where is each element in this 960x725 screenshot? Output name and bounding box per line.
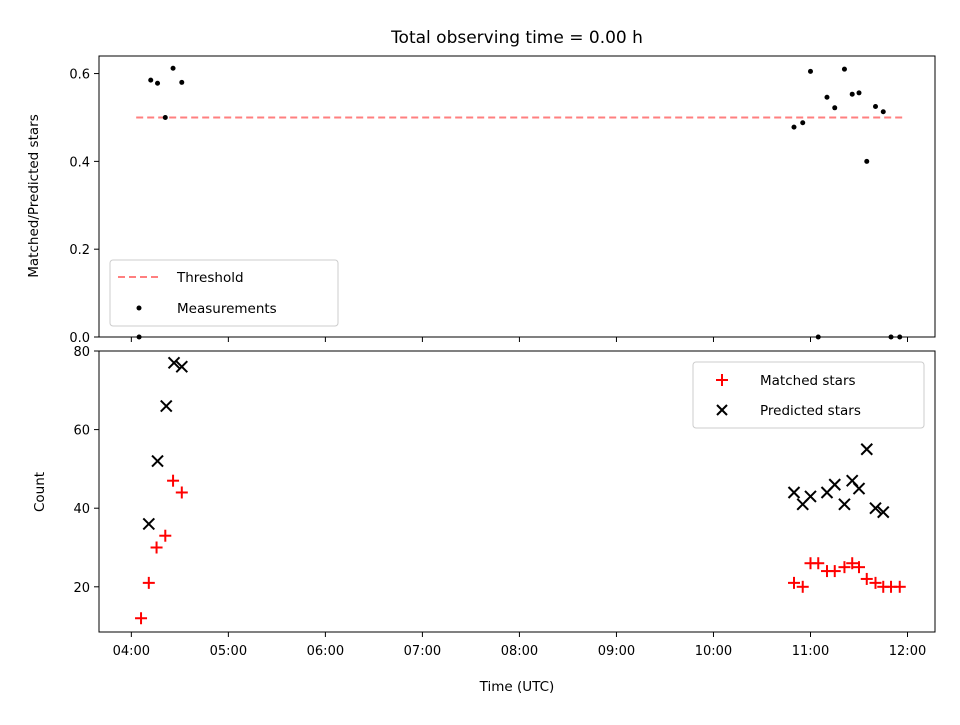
top-chart-title: Total observing time = 0.00 h (390, 28, 643, 48)
matched-stars-point (167, 474, 180, 487)
bottom-x-tick-label: 06:00 (307, 644, 344, 659)
matched-stars-point (135, 612, 148, 625)
matched-stars-point (838, 561, 851, 574)
matched-stars-point (812, 557, 825, 570)
predicted-stars-point (175, 360, 188, 373)
matched-stars-point (853, 561, 866, 574)
matched-stars-point (159, 529, 172, 542)
predicted-stars-point (151, 454, 164, 468)
bottom-y-tick-label: 60 (73, 424, 90, 439)
top-axes-frame (98, 55, 936, 338)
predicted-stars-point (838, 498, 851, 511)
predicted-stars-point (828, 478, 841, 491)
matched-stars-point (142, 576, 155, 589)
top-legend-box (109, 259, 339, 327)
matched-stars-point (828, 565, 841, 578)
matched-stars-point (846, 557, 859, 570)
matched-stars-point (893, 580, 906, 593)
legend-measurements-swatch (136, 305, 142, 311)
bottom-x-tick-label: 05:00 (210, 644, 247, 659)
measurement-point (179, 79, 185, 85)
bottom-x-axis-label: Time (UTC) (479, 679, 555, 695)
legend-predicted-swatch (716, 404, 728, 416)
predicted-stars-point (167, 356, 181, 369)
bottom-x-tick-label: 08:00 (501, 644, 538, 659)
bottom-x-tick-label: 12:00 (889, 644, 926, 659)
bottom-axes-frame (98, 350, 936, 633)
measurement-point (155, 80, 161, 86)
predicted-stars-point (852, 482, 866, 495)
bottom-y-tick-label: 80 (73, 345, 90, 360)
measurement-point (800, 120, 806, 126)
matched-stars-point (787, 576, 800, 589)
matched-stars-point (150, 541, 163, 554)
bottom-legend-box (692, 361, 925, 429)
legend-matched-swatch (716, 374, 728, 386)
measurement-point (148, 77, 154, 83)
matched-stars-point (860, 572, 873, 585)
measurement-point (841, 66, 847, 72)
predicted-stars-point (869, 501, 882, 515)
matched-stars-point (175, 486, 188, 499)
predicted-stars-point (877, 505, 890, 519)
bottom-x-tick-label: 07:00 (404, 644, 441, 659)
legend-threshold-label: Threshold (176, 270, 244, 286)
top-plot-area: 0.0 0.2 0.4 0.6 (69, 65, 909, 346)
top-y-tick-label: 0.2 (69, 243, 90, 258)
measurement-point (170, 65, 176, 71)
measurement-point (864, 158, 870, 164)
bottom-x-tick-label: 09:00 (598, 644, 635, 659)
predicted-stars-point (860, 443, 873, 456)
bottom-x-tick-label: 04:00 (113, 644, 150, 659)
legend-predicted-label: Predicted stars (760, 403, 861, 419)
top-legend: Threshold Measurements (109, 259, 339, 327)
top-y-tick-label: 0.4 (69, 155, 90, 170)
predicted-stars-point (160, 399, 173, 413)
top-y-tick-label: 0.6 (69, 68, 90, 83)
bottom-legend: Matched stars Predicted stars (692, 361, 925, 429)
predicted-stars-point (804, 490, 817, 503)
matched-stars-point (796, 580, 809, 593)
measurement-point (807, 68, 813, 74)
matched-stars-point (869, 576, 882, 589)
measurement-point (856, 90, 862, 96)
measurement-point (880, 109, 886, 115)
bottom-plot-area: 20 40 60 80 04:00 05:00 06:00 07:00 08:00 09:00 10… (73, 345, 926, 659)
bottom-y-tick-label: 20 (73, 581, 90, 596)
predicted-stars-point (787, 486, 801, 499)
measurement-point (872, 103, 878, 109)
measurement-point (824, 94, 830, 100)
bottom-y-axis-label: Count (32, 472, 48, 512)
measurement-point (162, 114, 168, 120)
bottom-x-tick-label: 10:00 (695, 644, 732, 659)
predicted-stars-point (142, 517, 156, 531)
bottom-y-tick-label: 40 (73, 502, 90, 517)
bottom-x-tick-label: 11:00 (792, 644, 829, 659)
top-y-axis-label: Matched/Predicted stars (26, 114, 42, 277)
measurement-point (849, 91, 855, 97)
measurement-point (791, 124, 797, 130)
legend-measurements-label: Measurements (177, 301, 277, 317)
top-y-tick-label: 0.0 (69, 331, 90, 346)
legend-matched-label: Matched stars (760, 373, 856, 389)
measurement-point (832, 105, 838, 111)
